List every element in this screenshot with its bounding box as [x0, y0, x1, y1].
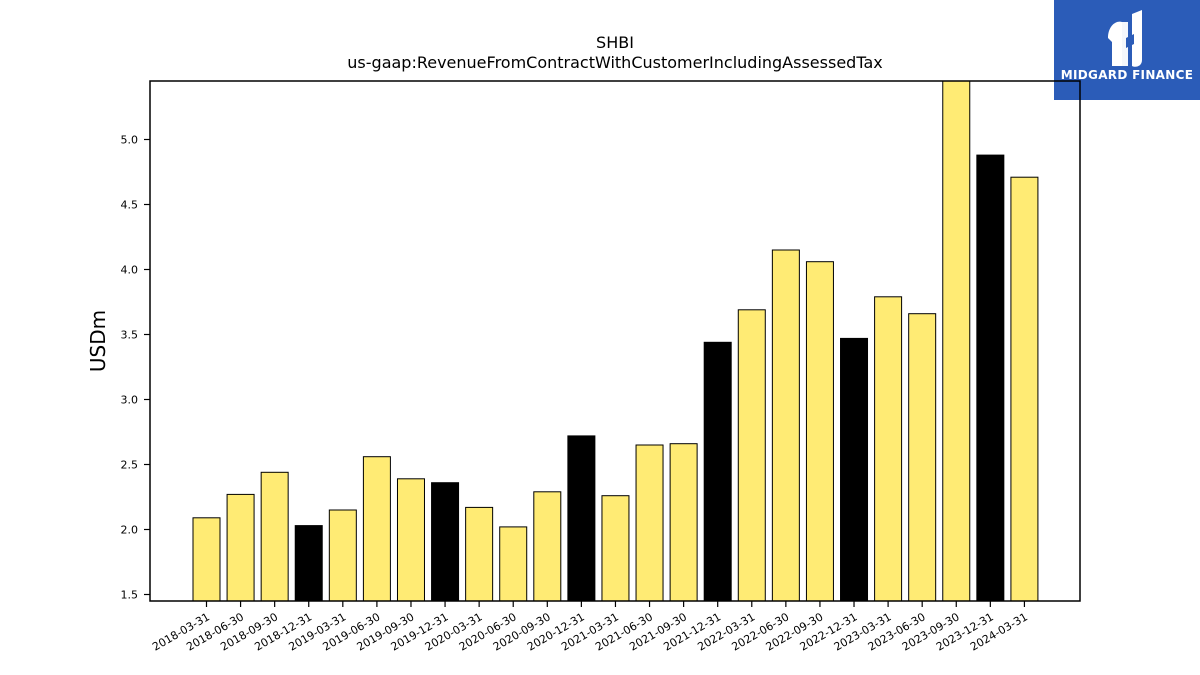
bar-2021-09-30: [669, 443, 698, 602]
midgard-logo-icon: [1108, 10, 1142, 67]
x-axis: 2018-03-312018-06-302018-09-302018-12-31…: [150, 601, 1030, 654]
bar-2021-03-31: [601, 495, 630, 602]
bars-group: [192, 80, 1039, 602]
bar-2022-03-31: [737, 309, 766, 602]
chart-title: SHBI: [596, 33, 634, 52]
bar-2021-06-30: [635, 444, 664, 602]
y-tick-label: 4.5: [121, 199, 139, 212]
y-tick-label: 5.0: [121, 134, 139, 147]
bar-2019-06-30: [362, 456, 391, 602]
bar-2023-09-30: [942, 80, 971, 602]
y-tick-label: 3.0: [121, 394, 139, 407]
bar-2019-09-30: [396, 478, 425, 602]
bar-2020-03-31: [465, 506, 494, 602]
y-tick-label: 3.5: [121, 329, 139, 342]
bar-2020-12-31: [567, 435, 596, 602]
bar-2019-12-31: [431, 482, 460, 602]
bar-2022-06-30: [771, 249, 800, 602]
y-axis: 1.5 2.0 2.5 3.0 3.5 4.0 4.5 5.0: [121, 134, 150, 602]
bar-2020-06-30: [499, 526, 528, 602]
y-tick-label: 2.0: [121, 524, 139, 537]
bar-2019-03-31: [328, 509, 357, 602]
bar-2018-06-30: [226, 493, 255, 602]
brand-logo: MIDGARD FINANCE: [1054, 0, 1200, 100]
bar-2022-12-31: [840, 337, 869, 602]
y-tick-label: 2.5: [121, 459, 139, 472]
bar-2018-09-30: [260, 471, 289, 602]
y-tick-label: 4.0: [121, 264, 139, 277]
bar-2022-09-30: [805, 261, 834, 602]
bar-2018-03-31: [192, 517, 221, 602]
logo-text: MIDGARD FINANCE: [1060, 68, 1194, 82]
bar-2021-12-31: [703, 341, 732, 602]
bar-2018-12-31: [294, 525, 323, 602]
chart-subtitle: us-gaap:RevenueFromContractWithCustomerI…: [347, 53, 883, 72]
y-axis-label: USDm: [86, 310, 110, 372]
y-tick-label: 1.5: [121, 589, 139, 602]
bar-2023-03-31: [874, 296, 903, 602]
bar-2023-12-31: [976, 154, 1005, 602]
bar-2024-03-31: [1010, 176, 1039, 602]
bar-2023-06-30: [908, 313, 937, 602]
bar-2020-09-30: [533, 491, 562, 602]
